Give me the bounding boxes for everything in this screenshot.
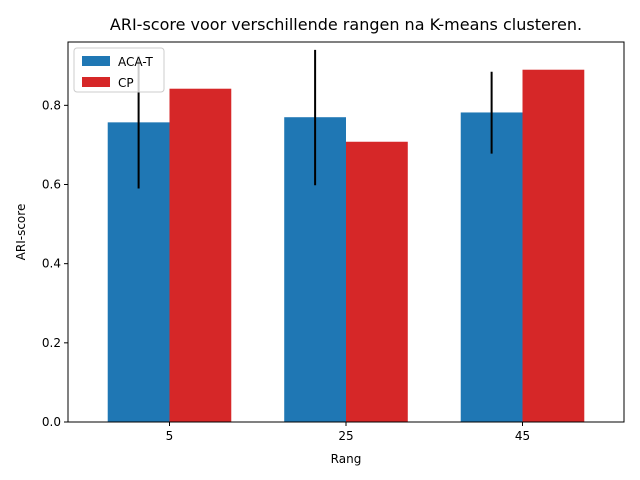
legend-label-cp: CP [118,76,134,90]
x-tick-label: 25 [338,429,353,443]
x-tick-label: 45 [515,429,530,443]
bar-cp-5 [169,88,232,422]
legend-swatch-cp [82,77,110,87]
bar-cp-45 [522,69,585,422]
bar-cp-25 [346,141,408,422]
y-axis-label: ARI-score [14,204,28,261]
bar-aca-t-45 [460,112,523,422]
legend-swatch-aca-t [82,56,110,66]
x-axis-label: Rang [331,452,362,466]
y-tick-label: 0.2 [42,336,61,350]
y-tick-label: 0.4 [42,257,61,271]
plot-area: 0.0 0.2 0.4 0.6 0.8 5 25 45 ACA-T CP [42,41,625,443]
y-tick-label: 0.8 [42,98,61,112]
chart-title: ARI-score voor verschillende rangen na K… [110,15,582,34]
y-tick-label: 0.0 [42,415,61,429]
y-tick-label: 0.6 [42,178,61,192]
legend-label-aca-t: ACA-T [118,55,154,69]
x-tick-label: 5 [166,429,174,443]
